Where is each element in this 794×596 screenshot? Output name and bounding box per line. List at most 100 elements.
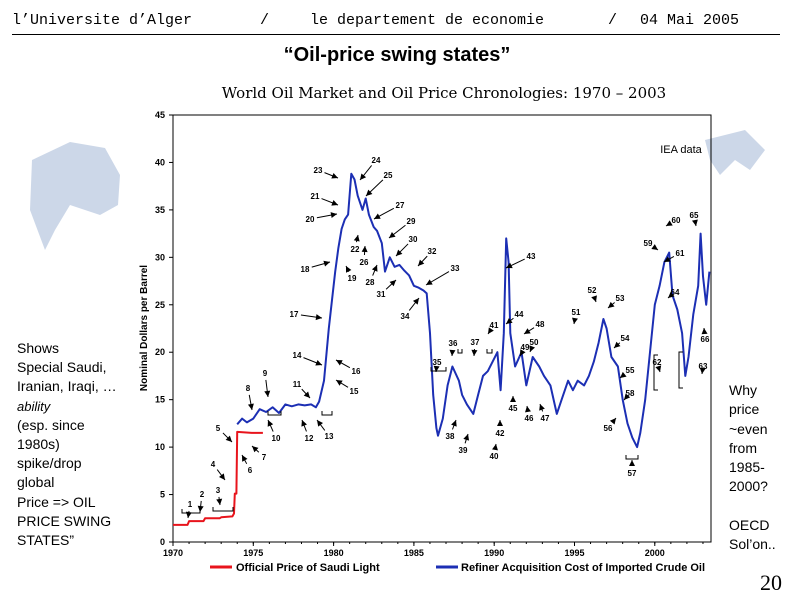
x-tick-label: 1980 [324, 548, 344, 558]
annotation-label: 53 [616, 294, 625, 303]
annotation-label: 48 [536, 320, 545, 329]
annotation-arrowhead [323, 261, 330, 267]
annotation-arrowhead [389, 232, 396, 238]
annotation-arrowhead [198, 506, 204, 512]
annotation-label: 59 [644, 239, 653, 248]
annotation-arrowhead [463, 434, 469, 441]
annotation-label: 57 [628, 469, 637, 478]
y-tick-label: 35 [155, 205, 165, 215]
note-line: Why [729, 381, 793, 400]
annotation-arrowhead [572, 318, 578, 324]
annotation-label: 44 [515, 310, 524, 319]
annotation-label: 36 [449, 339, 458, 348]
annotation-label: 32 [428, 247, 437, 256]
annotation-label: 6 [248, 466, 253, 475]
note-line: Sol’on.. [729, 535, 793, 554]
annotation-label: 25 [384, 171, 393, 180]
annotation-label: 30 [409, 235, 418, 244]
y-tick-label: 30 [155, 252, 165, 262]
annotation-label: 11 [293, 380, 302, 389]
annotation-label: 4 [211, 460, 216, 469]
decorative-shape [705, 130, 765, 175]
decorative-shape [30, 142, 120, 250]
annotation-arrowhead [497, 420, 503, 426]
source-note: IEA data [660, 144, 702, 156]
annotation-label: 13 [325, 432, 334, 441]
y-axis-label: Nominal Dollars per Barrel [139, 265, 150, 391]
y-tick-label: 0 [160, 537, 165, 547]
annotation-label: 16 [352, 367, 361, 376]
annotation-arrowhead [692, 220, 698, 226]
annotation-arrowhead [525, 406, 531, 412]
annotation-arrowhead [317, 420, 323, 427]
annotation-label: 31 [377, 290, 386, 299]
annotation-label: 66 [701, 335, 710, 344]
annotation-label: 50 [530, 338, 539, 347]
annotation-label: 65 [690, 211, 699, 220]
annotation-label: 56 [604, 424, 613, 433]
annotation-label: 40 [490, 452, 499, 461]
note-line: 1985- [729, 458, 793, 477]
annotation-arrowhead [524, 328, 531, 334]
annotation-label: 14 [293, 351, 302, 360]
note-line: spike/drop [17, 454, 137, 473]
annotation-label: 22 [351, 245, 360, 254]
annotation-label: 20 [306, 215, 315, 224]
legend-label-saudi: Official Price of Saudi Light [236, 562, 380, 574]
annotation-arrowhead [360, 173, 366, 180]
note-line: Iranian, Iraqi, … [17, 377, 137, 396]
period-bracket [626, 455, 638, 459]
annotation-arrowhead [336, 380, 343, 386]
annotation-label: 51 [572, 308, 581, 317]
annotation-label: 7 [262, 453, 267, 462]
annotation-label: 18 [301, 265, 310, 274]
annotation-arrowhead [413, 298, 419, 305]
annotation-arrowhead [492, 444, 498, 450]
note-line: Price => OIL [17, 493, 137, 512]
period-bracket [487, 349, 492, 353]
x-tick-label: 1970 [163, 548, 183, 558]
annotation-arrowhead [216, 499, 222, 505]
note-line: Special Saudi, [17, 358, 137, 377]
note-line: from [729, 439, 793, 458]
left-note: Shows Special Saudi, Iranian, Iraqi, … a… [17, 339, 137, 550]
annotation-label: 3 [216, 486, 221, 495]
annotation-label: 12 [305, 434, 314, 443]
y-tick-label: 10 [155, 442, 165, 452]
x-tick-label: 1990 [484, 548, 504, 558]
annotation-label: 8 [246, 384, 251, 393]
y-tick-label: 5 [160, 490, 165, 500]
annotation-label: 29 [407, 217, 416, 226]
period-bracket [679, 352, 683, 388]
annotation-label: 28 [366, 278, 375, 287]
annotation-label: 41 [490, 321, 499, 330]
annotation-arrowhead [219, 473, 225, 480]
note-line: OECD [729, 516, 793, 535]
note-line: ~even [729, 420, 793, 439]
annotation-arrowhead [510, 396, 516, 402]
annotation-label: 27 [396, 201, 405, 210]
annotation-arrowhead [629, 460, 635, 466]
note-line: (esp. since [17, 416, 137, 435]
annotation-arrowhead [248, 404, 254, 410]
annotation-label: 61 [676, 249, 685, 258]
y-tick-label: 45 [155, 110, 165, 120]
annotation-label: 60 [672, 216, 681, 225]
note-line: Shows [17, 339, 137, 358]
x-tick-label: 1975 [243, 548, 263, 558]
annotation-label: 2 [200, 490, 205, 499]
legend-label-refiner: Refiner Acquisition Cost of Imported Cru… [461, 562, 705, 574]
annotation-label: 38 [446, 432, 455, 441]
note-line: ability [17, 397, 137, 416]
y-tick-label: 40 [155, 157, 165, 167]
right-note: Why price ~even from 1985- 2000? OECD So… [729, 381, 793, 554]
annotation-arrowhead [449, 350, 455, 356]
annotation-label: 35 [433, 358, 442, 367]
annotation-arrowhead [264, 391, 270, 397]
annotation-label: 64 [671, 288, 680, 297]
note-line: STATES” [17, 531, 137, 550]
annotation-label: 45 [509, 404, 518, 413]
